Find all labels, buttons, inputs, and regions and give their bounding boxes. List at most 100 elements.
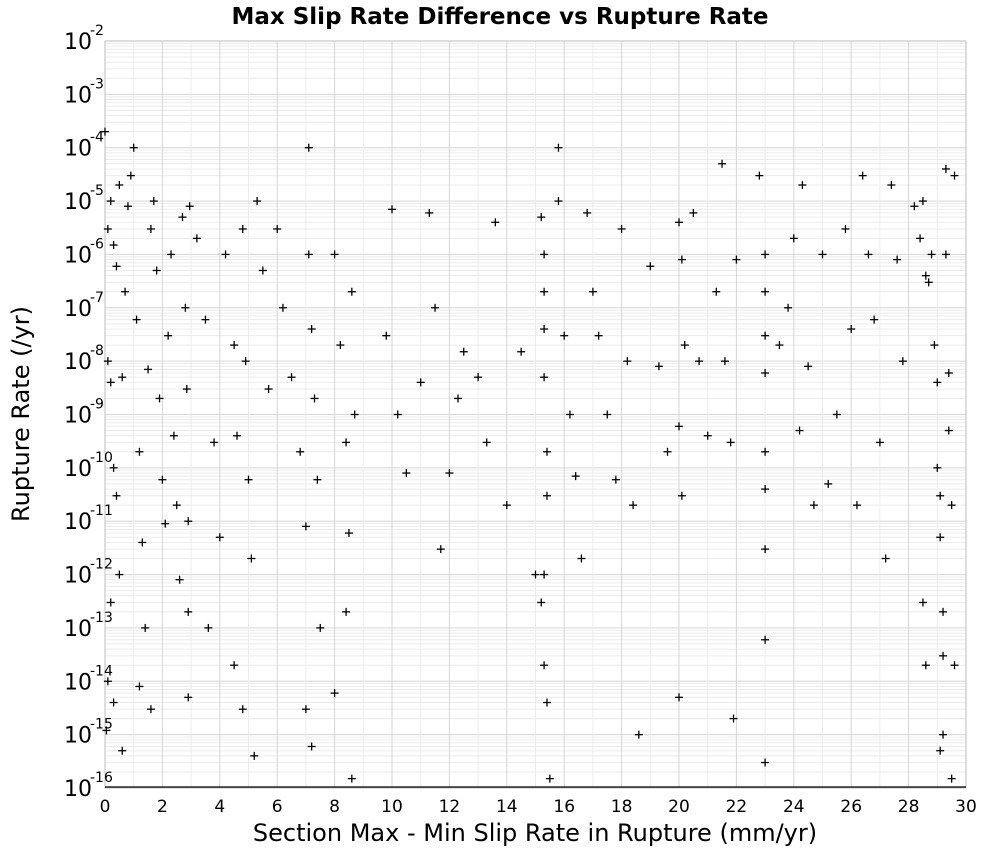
data-point (258, 266, 267, 275)
data-point (115, 570, 124, 579)
data-point (939, 651, 948, 660)
data-point (732, 255, 741, 264)
data-point (875, 438, 884, 447)
data-point (304, 143, 313, 152)
data-point (247, 554, 256, 563)
data-point (103, 677, 112, 686)
data-point (172, 501, 181, 510)
data-point (761, 250, 770, 259)
data-point (169, 431, 178, 440)
data-point (135, 682, 144, 691)
data-point (936, 746, 945, 755)
data-point (720, 357, 729, 366)
data-point (916, 234, 925, 243)
x-tick-label: 0 (100, 797, 111, 817)
data-point (939, 730, 948, 739)
data-point (893, 255, 902, 264)
data-point (126, 171, 135, 180)
data-point (238, 224, 247, 233)
data-point (175, 575, 184, 584)
y-tick-base: 10 (64, 510, 92, 535)
y-tick-label: 10-2 (64, 23, 104, 55)
data-point (241, 357, 250, 366)
data-point (181, 303, 190, 312)
y-tick-label: 10-16 (64, 770, 113, 802)
data-point (646, 262, 655, 271)
data-point (695, 357, 704, 366)
data-point (881, 554, 890, 563)
data-point (502, 501, 511, 510)
data-point (611, 475, 620, 484)
data-point (182, 385, 191, 394)
data-point (103, 224, 112, 233)
data-point (726, 438, 735, 447)
data-point (537, 213, 546, 222)
data-point (517, 347, 526, 356)
data-point (594, 331, 603, 340)
y-tick-base: 10 (64, 670, 92, 695)
x-tick-label: 2 (157, 797, 168, 817)
y-tick-label: 10-8 (64, 343, 104, 375)
y-tick-label: 10-7 (64, 290, 104, 322)
data-point (918, 598, 927, 607)
data-point (330, 689, 339, 698)
data-point (542, 698, 551, 707)
data-point (278, 303, 287, 312)
data-point (112, 262, 121, 271)
data-point (703, 431, 712, 440)
y-tick-base: 10 (64, 457, 92, 482)
data-point (939, 607, 948, 616)
data-point (132, 315, 141, 324)
data-point (930, 341, 939, 350)
data-point (675, 693, 683, 702)
data-point (918, 197, 927, 206)
x-tick-label: 10 (381, 797, 403, 817)
y-tick-exponent: -10 (90, 450, 113, 466)
y-tick-base: 10 (64, 404, 92, 429)
y-tick-label: 10-4 (64, 130, 104, 162)
y-tick-base: 10 (64, 243, 92, 268)
x-tick-label: 8 (329, 797, 340, 817)
data-point (152, 266, 161, 275)
data-point (185, 202, 194, 211)
data-point (129, 143, 138, 152)
data-point (761, 758, 770, 767)
data-point (933, 463, 942, 472)
data-point (623, 357, 632, 366)
data-point (729, 714, 738, 723)
data-point (663, 447, 672, 456)
data-point (809, 501, 818, 510)
data-point (112, 491, 121, 500)
data-point (542, 491, 551, 500)
data-point (115, 181, 124, 190)
data-point (540, 287, 549, 296)
data-point (565, 410, 574, 419)
data-point (201, 315, 210, 324)
data-point (347, 287, 356, 296)
data-point (603, 410, 612, 419)
data-point (577, 554, 586, 563)
data-point (554, 143, 563, 152)
data-point (146, 224, 155, 233)
data-point (924, 278, 933, 287)
x-tick-label: 18 (611, 797, 633, 817)
y-tick-exponent: -15 (90, 717, 113, 733)
plot-area (104, 40, 967, 789)
data-point (102, 726, 111, 735)
y-tick-exponent: -4 (90, 130, 104, 146)
data-point (184, 693, 193, 702)
x-tick-label: 30 (955, 797, 977, 817)
data-point (677, 491, 686, 500)
x-tick-label: 14 (496, 797, 518, 817)
data-point (230, 661, 239, 670)
data-point (818, 250, 827, 259)
data-point (445, 469, 454, 478)
y-tick-base: 10 (64, 190, 92, 215)
data-point (382, 331, 391, 340)
data-point (852, 501, 861, 510)
y-tick-base: 10 (64, 350, 92, 375)
y-tick-exponent: -5 (90, 183, 104, 199)
data-point (402, 469, 411, 478)
x-tick-label: 22 (726, 797, 748, 817)
data-point (675, 218, 683, 227)
